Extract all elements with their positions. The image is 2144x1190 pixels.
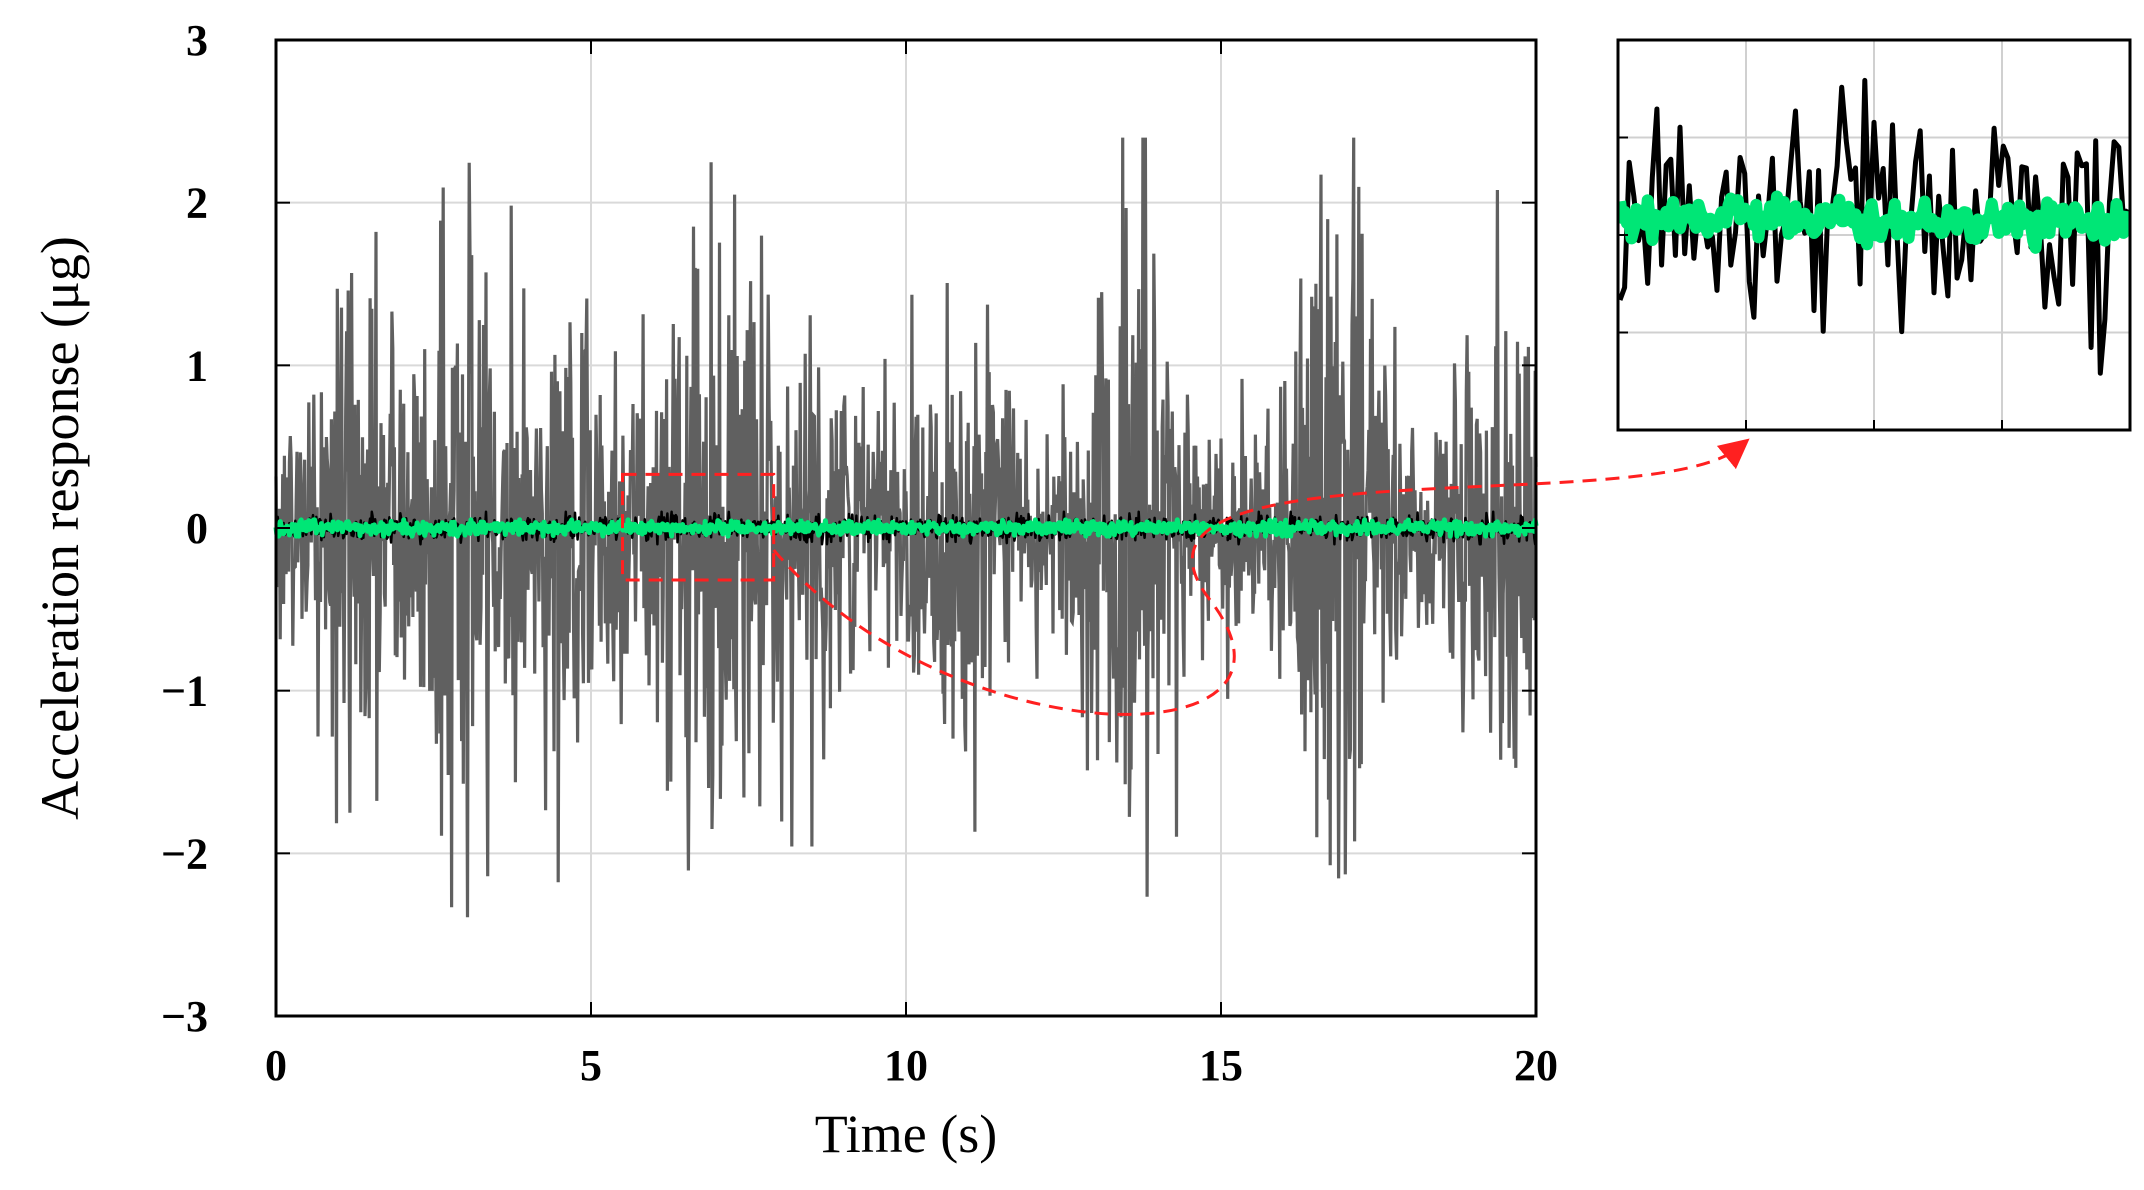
y-tick-label: 2 [186, 179, 208, 228]
x-tick-label: 15 [1199, 1041, 1243, 1090]
inset-plot [1616, 38, 2132, 432]
inset-series-line [1618, 190, 2130, 254]
y-tick-label: 0 [186, 504, 208, 553]
inset-series [1618, 77, 2130, 376]
main-ticks [275, 39, 1537, 1017]
main-series [273, 137, 1539, 918]
x-axis-title: Time (s) [815, 1104, 998, 1164]
x-tick-label: 20 [1514, 1041, 1558, 1090]
series-line-2 [274, 510, 1538, 546]
series-line-3 [273, 517, 1539, 539]
zoom-box [621, 472, 776, 582]
y-tick-label: 3 [186, 16, 208, 65]
x-tick-label: 0 [265, 1041, 287, 1090]
y-tick-label: 1 [186, 341, 208, 390]
x-tick-label: 5 [580, 1041, 602, 1090]
inset-ticks [1618, 136, 2003, 430]
y-tick-label: −2 [161, 829, 208, 878]
y-tick-label: −3 [161, 992, 208, 1041]
y-axis-title: Acceleration response (μg) [30, 236, 90, 820]
y-tick-labels: 3 2 1 0 −1 −2 −3 [161, 16, 208, 1041]
connector-arrow [772, 438, 1750, 716]
y-tick-label: −1 [161, 667, 208, 716]
x-tick-label: 10 [884, 1041, 928, 1090]
series-line-1 [274, 137, 1538, 918]
zoom-connector [772, 438, 1750, 716]
x-tick-labels: 0 5 10 15 20 [265, 1041, 1558, 1090]
